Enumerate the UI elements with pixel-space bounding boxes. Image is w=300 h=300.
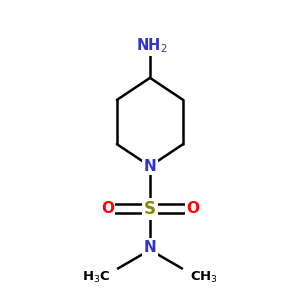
Text: S: S: [144, 200, 156, 218]
Text: NH$_2$: NH$_2$: [136, 37, 167, 56]
Text: CH$_3$: CH$_3$: [190, 270, 218, 285]
Text: N: N: [144, 159, 156, 174]
Text: O: O: [186, 201, 199, 216]
Text: H$_3$C: H$_3$C: [82, 270, 110, 285]
Text: O: O: [101, 201, 114, 216]
Text: N: N: [144, 240, 156, 255]
